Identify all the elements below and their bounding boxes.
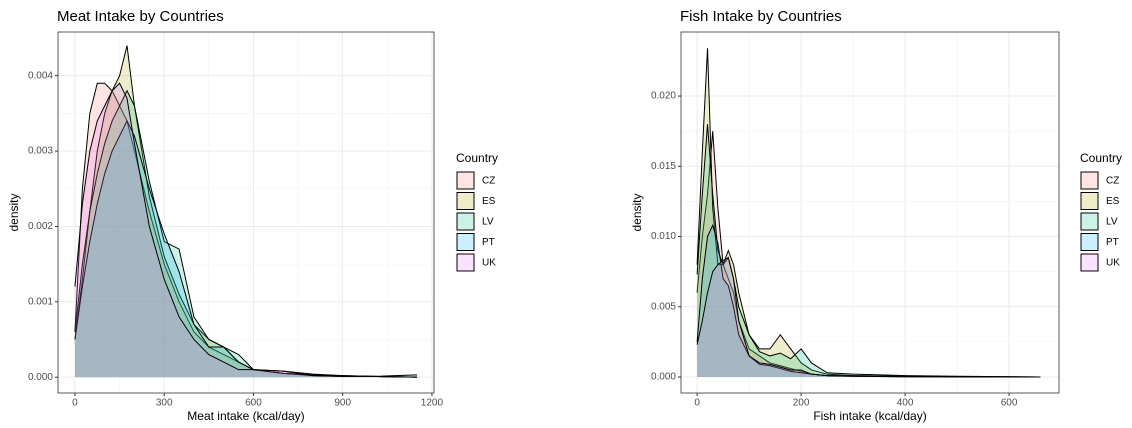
legend-label: UK (482, 258, 496, 269)
legend-key (1080, 253, 1099, 272)
x-tick-label: 1200 (421, 398, 444, 409)
x-axis-label: Fish intake (kcal/day) (813, 409, 926, 423)
y-tick-label: 0.002 (28, 221, 53, 232)
plot-border (680, 31, 1060, 394)
legend-label: CZ (1106, 176, 1119, 187)
legend-label: CZ (482, 176, 495, 187)
legend-label: ES (482, 196, 496, 207)
legend-key (1080, 192, 1099, 210)
legend-key (1080, 233, 1099, 251)
density-area (74, 83, 418, 378)
density-area (697, 225, 1041, 377)
density-line (696, 124, 1041, 378)
y-tick-label: 0.020 (651, 91, 676, 102)
density-area (697, 48, 1041, 377)
density-area (697, 131, 1041, 377)
legend-label: PT (1106, 237, 1119, 248)
density-line (74, 82, 418, 378)
legend-key (456, 233, 475, 251)
density-area (74, 120, 418, 378)
y-tick-label: 0.015 (651, 161, 676, 172)
legend-title: Country (456, 151, 498, 165)
plot-border (57, 31, 435, 394)
y-tick-label: 0.010 (651, 231, 676, 242)
y-tick-label: 0.000 (651, 372, 676, 383)
legend-label: LV (1106, 217, 1118, 228)
x-tick-label: 600 (1001, 398, 1018, 409)
legend-key-bg (1081, 213, 1098, 230)
x-tick-label: 600 (245, 398, 262, 409)
density-area (74, 90, 418, 378)
x-tick-label: 300 (156, 398, 173, 409)
legend-key-bg (1081, 192, 1098, 210)
legend-label: LV (482, 217, 494, 228)
legend-title: Country (1080, 151, 1122, 165)
legend-key-bg (457, 233, 474, 251)
legend-key (1080, 171, 1099, 190)
legend-key (456, 171, 475, 190)
legend-key (1080, 212, 1099, 231)
density-line (74, 119, 418, 378)
density-area (697, 257, 1041, 377)
y-axis-label: density (630, 193, 644, 231)
legend-label: UK (1106, 258, 1120, 269)
y-axis-label: density (7, 193, 21, 231)
legend-key-bg (1081, 254, 1098, 271)
y-tick-label: 0.001 (28, 296, 53, 307)
y-tick-label: 0.000 (28, 372, 53, 383)
legend-key (456, 253, 475, 272)
plot-background (58, 32, 434, 393)
chart-title: Fish Intake by Countries (680, 8, 842, 25)
density-line (696, 48, 1041, 378)
y-tick-label: 0.003 (28, 146, 53, 157)
x-tick-label: 200 (793, 398, 810, 409)
x-axis-label: Meat intake (kcal/day) (187, 409, 304, 423)
x-tick-label: 0 (72, 398, 78, 409)
legend-key (456, 192, 475, 210)
legend-key-bg (1081, 172, 1098, 189)
legend-key-bg (457, 254, 474, 271)
legend-label: PT (482, 237, 495, 248)
legend-label: ES (1106, 196, 1120, 207)
legend-key-bg (457, 213, 474, 230)
density-area (74, 45, 418, 378)
x-tick-label: 400 (897, 398, 914, 409)
legend-key (456, 212, 475, 231)
y-tick-label: 0.004 (28, 70, 53, 81)
y-tick-label: 0.005 (651, 301, 676, 312)
legend-key-bg (1081, 233, 1098, 251)
x-tick-label: 900 (334, 398, 351, 409)
chart-title: Meat Intake by Countries (57, 8, 224, 25)
x-tick-label: 0 (694, 398, 700, 409)
density-area (697, 124, 1041, 377)
density-line (696, 256, 1041, 378)
density-line (74, 82, 418, 378)
legend-key-bg (457, 192, 474, 210)
plot-background (681, 32, 1059, 393)
legend-key-bg (457, 172, 474, 189)
density-area (74, 83, 418, 378)
